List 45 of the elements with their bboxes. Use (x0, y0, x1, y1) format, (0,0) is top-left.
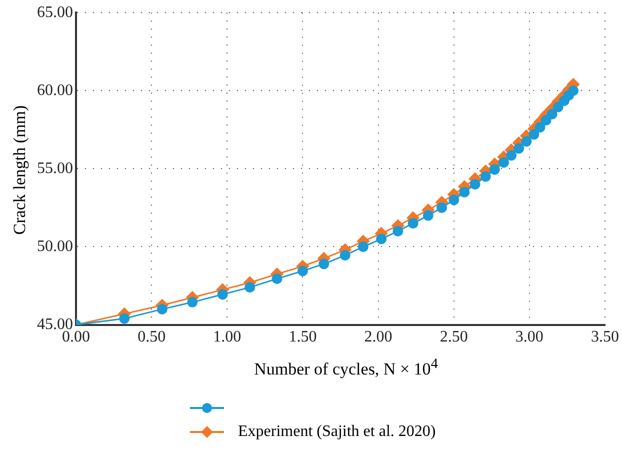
point (156, 304, 168, 314)
point (272, 274, 282, 284)
x-tick-label: 3.50 (591, 328, 619, 346)
x-tick-label: 0.00 (62, 328, 90, 346)
point (534, 122, 546, 133)
x-tick-label: 2.50 (440, 328, 468, 346)
point (540, 115, 552, 126)
legend-label: Experiment (Sajith et al. 2020) (238, 422, 436, 442)
y-axis-title: Crack length (mm) (10, 104, 30, 237)
point (552, 102, 564, 112)
y-tick-label: 60.00 (37, 82, 73, 99)
point (480, 171, 491, 182)
point (119, 313, 130, 324)
point (358, 242, 368, 252)
point (568, 85, 579, 96)
point (521, 136, 532, 147)
x-axis-title: Number of cycles, N × 10$^{4}$ (253, 356, 439, 380)
x-tick-label: 2.00 (364, 328, 392, 346)
point (470, 179, 480, 190)
x-tick-label: 1.50 (288, 328, 317, 346)
point (448, 194, 460, 206)
point (244, 282, 256, 293)
point (187, 296, 198, 308)
x-tick-label: 1.00 (213, 328, 242, 346)
point (422, 210, 434, 221)
point (514, 143, 524, 154)
y-tick-label: 65.00 (37, 4, 73, 21)
point (318, 258, 330, 270)
point (392, 226, 404, 236)
point (217, 289, 228, 300)
x-tick-label: 0.50 (138, 328, 166, 346)
point (528, 129, 540, 140)
point (489, 164, 500, 175)
point (408, 218, 418, 229)
point (498, 157, 509, 168)
y-tick-label: 55.00 (37, 160, 73, 177)
x-tick-label: 3.00 (515, 328, 544, 346)
point (340, 250, 350, 261)
point (546, 108, 558, 120)
point (376, 234, 387, 244)
point (297, 266, 308, 276)
point (436, 202, 448, 213)
point (459, 186, 470, 198)
y-tick-label: 50.00 (37, 238, 73, 255)
point (506, 150, 517, 161)
